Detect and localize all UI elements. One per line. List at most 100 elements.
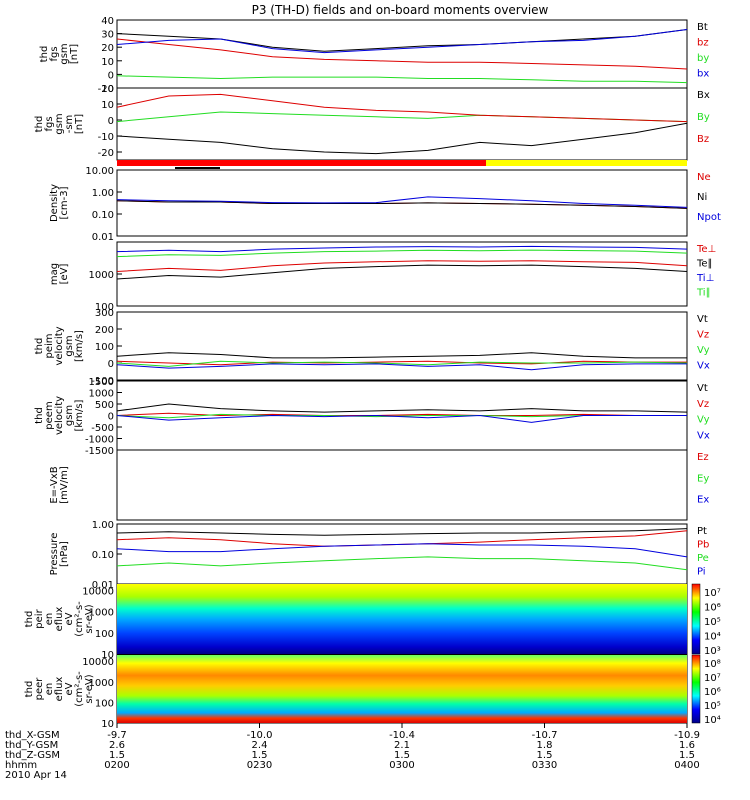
y-tick-label: 100: [95, 342, 114, 353]
x-tick-label: 0200: [104, 760, 129, 771]
panel-frame: [116, 169, 688, 237]
y-axis-label: [eV]: [59, 264, 70, 285]
y-tick-label: 30: [101, 30, 114, 41]
series-line-Bz: [116, 93, 688, 123]
y-tick-label: 1000: [89, 389, 114, 400]
legend-label: Vx: [697, 430, 710, 441]
legend-label: Te∥: [696, 259, 713, 270]
legend-label: Vy: [697, 415, 710, 426]
x-tick-label: -10.7: [532, 730, 558, 741]
y-axis-label: peem: [44, 401, 55, 429]
y-tick-label: 20: [101, 84, 114, 95]
y-axis-label: E=-VxB: [49, 466, 60, 503]
y-axis-label: (cm²-s-: [74, 671, 85, 707]
legend-label: bz: [697, 38, 709, 49]
panel-peim_velocity: 300 200 100 0 -100 thd peim velocity gsm [km/s] Vt…: [34, 308, 710, 387]
series-line-Ni: [116, 200, 688, 209]
series-line-Vx: [116, 414, 687, 423]
colorbar-tick-label: 10⁵: [704, 617, 721, 628]
colorbar-tick-label: 10⁴: [704, 632, 721, 643]
y-tick-label: 1000: [89, 608, 114, 619]
y-tick-label: 10: [101, 57, 114, 68]
y-axis-label: Density: [49, 184, 60, 222]
series-line-Pe: [116, 556, 688, 571]
x-tick-label: -10.9: [674, 730, 700, 741]
series-line-Pt: [116, 528, 688, 536]
panel-frame: [116, 87, 688, 161]
y-axis-label: eV: [64, 612, 75, 625]
x-row-label: thd_Y-GSM: [5, 740, 58, 751]
y-tick-label: 100: [95, 698, 114, 709]
panel-frame: [116, 311, 688, 381]
y-tick-label: 20: [101, 43, 114, 54]
y-tick-label: 1000: [89, 678, 114, 689]
y-axis-label: thd: [34, 407, 45, 424]
y-tick-label: 10000: [82, 657, 114, 668]
y-axis-label: peim: [44, 333, 55, 358]
state-bar-black: [175, 167, 220, 169]
peer-spectrogram-image: [117, 655, 687, 723]
state-bar-red: [117, 160, 486, 166]
y-axis-label: thd: [24, 611, 35, 628]
x-tick-label: 2.6: [109, 740, 125, 751]
series-line-Bx: [116, 122, 688, 155]
y-tick-label: 0.01: [92, 232, 114, 243]
y-axis-label: fgs: [44, 116, 55, 131]
y-tick-label: 0: [108, 70, 114, 81]
y-axis-label: [km/s]: [74, 330, 85, 362]
legend-label: Pt: [697, 526, 707, 537]
series-line-By: [116, 111, 688, 123]
legend-label: Pb: [697, 540, 709, 551]
panel-pressure: 1.00 0.10 0.01 Pressure [nPa] Pt Pb Pe Pi: [49, 520, 709, 591]
series-line-Te⊥: [116, 260, 688, 272]
legend-label: Te⊥: [696, 244, 716, 255]
x-tick-label: -9.7: [107, 730, 127, 741]
y-tick-label: 10000: [82, 586, 114, 597]
legend-label: Ne: [697, 172, 711, 183]
colorbar-tick-label: 10⁴: [704, 715, 721, 726]
y-tick-label: -1500: [85, 446, 114, 457]
y-tick-label: 0.01: [92, 580, 114, 591]
y-axis-label: Pressure: [49, 533, 60, 576]
y-tick-label: 10: [101, 650, 114, 661]
y-axis-label: eV: [64, 682, 75, 695]
colorbar-tick-label: 10⁷: [704, 588, 721, 599]
y-tick-label: 10: [101, 100, 114, 111]
colorbar-tick-label: 10⁷: [704, 673, 721, 684]
x-tick-label: 2.4: [252, 740, 268, 751]
series-line-bx: [116, 29, 688, 54]
x-tick-label: 1.5: [537, 750, 553, 761]
y-tick-label: 1.00: [92, 188, 114, 199]
x-tick-label: 1.5: [679, 750, 695, 761]
x-tick-label: -10.0: [247, 730, 273, 741]
series-line-Ti∥: [116, 249, 688, 258]
y-tick-label: 0: [108, 412, 114, 423]
series-line-Vz: [116, 360, 687, 366]
y-axis-label: [km/s]: [74, 399, 85, 431]
legend-label: Ti⊥: [696, 273, 714, 284]
x-tick-label: 2.1: [394, 740, 410, 751]
y-tick-label: 300: [95, 308, 114, 319]
legend-label: Ti∥: [696, 288, 711, 299]
colorbar-tick-label: 10³: [704, 646, 721, 657]
legend-label: Ez: [697, 452, 709, 463]
y-axis-label: en: [44, 683, 55, 696]
x-tick-label: 0300: [389, 760, 414, 771]
x-tick-label: 0400: [674, 760, 699, 771]
x-row-label: thd_X-GSM: [5, 730, 60, 741]
y-tick-label: 10.00: [85, 166, 114, 177]
x-tick-label: 0330: [532, 760, 557, 771]
panel-density: 10.00 1.00 0.10 0.01 Density [cm-3] Ne Ni Npot: [49, 166, 721, 243]
y-axis-label: gsm: [59, 43, 70, 64]
y-axis-label: sr-eV): [84, 604, 95, 633]
y-axis-label: (cm²-s-: [74, 601, 85, 637]
x-tick-label: 0230: [247, 760, 272, 771]
y-tick-label: 0.10: [92, 550, 114, 561]
y-axis-label: velocity: [54, 326, 65, 365]
y-axis-label: thd: [39, 46, 50, 63]
y-axis-label: sr-eV): [84, 674, 95, 703]
y-tick-label: -10: [98, 132, 114, 143]
y-tick-label: 1500: [89, 377, 114, 388]
